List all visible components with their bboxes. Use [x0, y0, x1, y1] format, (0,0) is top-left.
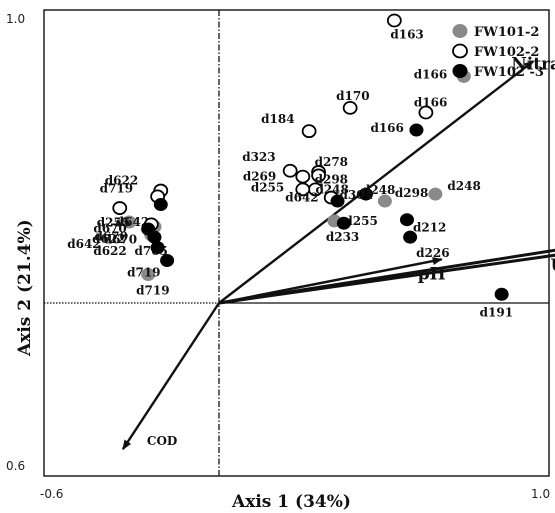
point-fw101-2-d719 — [141, 267, 156, 281]
point-label-fw102-2-d670: d670 — [93, 221, 126, 235]
point-fw102-3-d670 — [150, 241, 165, 255]
vector-nitrate-arrow — [218, 60, 535, 304]
point-label-fw102-2-d622: d622 — [105, 174, 138, 188]
point-label-fw102-3-d255: d255 — [97, 216, 130, 230]
point-fw102-2-d642 — [112, 201, 128, 215]
point-fw101-2-d642 — [122, 215, 137, 229]
legend: FW101-2 FW102-2 FW102 -3 — [452, 24, 544, 80]
legend-label-fw102-3: FW102 -3 — [474, 65, 544, 80]
point-label-fw102-2-d166: d166 — [414, 96, 447, 110]
point-label-fw102-3-d166: d166 — [370, 121, 403, 135]
point-label-fw102-3-d248: d248 — [362, 183, 395, 197]
point-fw102-3-d255 — [153, 198, 168, 212]
legend-marker-fw102-3 — [452, 64, 468, 78]
x-tick-right: 1.0 — [531, 487, 550, 501]
point-label-fw102-3-d226: d226 — [416, 246, 449, 260]
y-tick-bottom: 0.6 — [6, 459, 25, 473]
point-label-fw102-2-d298: d298 — [315, 172, 348, 186]
point-fw102-2-d323 — [282, 163, 298, 178]
point-fw102-2-d184 — [301, 124, 317, 139]
point-label-fw101-2-d670: d670 — [94, 230, 127, 244]
point-fw102-2-d298 — [311, 168, 326, 183]
point-label-fw101-2-d255: d255 — [344, 214, 377, 228]
point-label-fw102-3-d622: d622 — [92, 232, 125, 246]
point-label-fw102-2-d170: d170 — [336, 89, 369, 103]
point-label-fw102-3-d304: d304 — [340, 188, 373, 202]
point-fw101-2-d298 — [377, 194, 392, 208]
point-label-fw101-2-d642: d642 — [67, 237, 100, 251]
vector-u-vi-arrow — [218, 253, 555, 305]
point-fw102-3-d233 — [336, 216, 351, 230]
point-label-fw102-3-d233: d233 — [326, 230, 359, 244]
point-label-fw102-2-d248: d248 — [315, 182, 348, 196]
y-tick-top: 1.0 — [6, 12, 25, 26]
y-axis-title: Axis 2 (21.4%) — [15, 219, 35, 357]
point-fw102-2-d166 — [418, 105, 434, 120]
point-fw102-2-d255 — [295, 182, 311, 197]
legend-marker-fw102-2 — [452, 43, 468, 59]
point-label-fw102-2-d323: d323 — [242, 150, 275, 164]
point-label-fw102-2-d719: d719 — [100, 181, 133, 195]
point-fw102-2-d269 — [295, 169, 311, 184]
point-label-fw101-2-d166: d166 — [414, 67, 447, 81]
legend-marker-fw101-2 — [452, 24, 468, 38]
point-label-fw102-3-d670: d670 — [104, 233, 137, 247]
point-label-fw101-2-d248: d248 — [447, 179, 480, 193]
vector-ph-arrow — [218, 257, 443, 305]
point-label-fw101-2-d622: d622 — [93, 244, 126, 258]
point-label-fw102-3-d212: d212 — [413, 221, 446, 235]
vector-nitrate-label: Nitrate — [511, 54, 555, 74]
point-label-fw102-2-d163: d163 — [390, 27, 423, 41]
points-layer: d166d248d298d255d642d670d622d719d163d170… — [67, 13, 513, 319]
point-fw102-2-d163 — [386, 13, 402, 28]
vector-cod-label: COD — [147, 434, 177, 448]
legend-label-fw102-2: FW102-2 — [474, 45, 539, 60]
point-fw102-3-d166 — [409, 123, 424, 137]
point-fw102-3-d304 — [330, 194, 345, 208]
point-fw102-3-d248 — [358, 187, 373, 201]
vector-u-vi-label: U(VI) — [551, 256, 555, 276]
point-fw102-3-d719 — [160, 253, 175, 267]
x-axis-title: Axis 1 (34%) — [231, 492, 351, 512]
point-label-fw102-2-d269: d269 — [243, 170, 276, 184]
point-label-fw102-2-d278: d278 — [315, 155, 348, 169]
point-label-fw102-3-d191: d191 — [480, 305, 513, 319]
point-label-fw102-2-d642: d642 — [116, 215, 149, 229]
legend-label-fw101-2: FW101-2 — [474, 25, 539, 40]
point-label-fw102-2-d255: d255 — [251, 180, 284, 194]
vector-cod-arrow — [121, 302, 221, 451]
point-label-fw101-2-d719: d719 — [136, 283, 169, 297]
point-fw102-3-d226 — [403, 230, 418, 244]
point-label-fw102-2-d184: d184 — [261, 112, 294, 126]
point-label-fw102-3-d719: d719 — [127, 265, 160, 279]
point-fw102-3-d191 — [494, 287, 509, 301]
x-tick-left: -0.6 — [40, 487, 63, 501]
point-fw102-3-d212 — [399, 213, 414, 227]
plot-frame — [43, 9, 550, 477]
point-fw101-2-d248 — [428, 187, 443, 201]
point-label-fw101-2-d298: d298 — [395, 186, 428, 200]
point-fw102-2-d170 — [342, 100, 358, 115]
point-label-fw102-2-d642: d642 — [285, 191, 318, 205]
vector-ph-label: pH — [418, 264, 446, 284]
